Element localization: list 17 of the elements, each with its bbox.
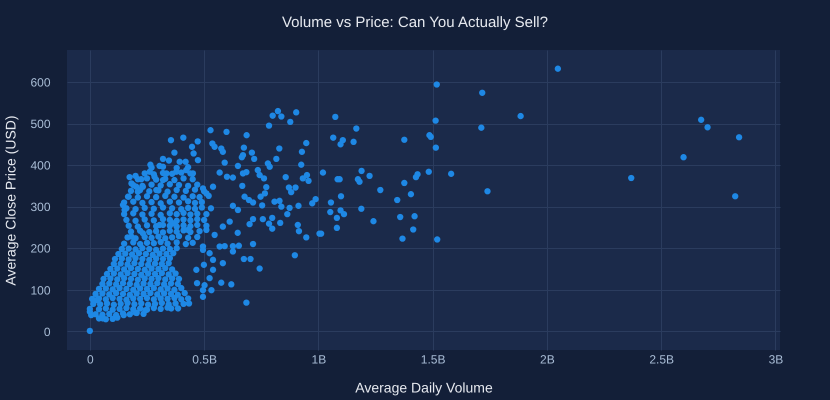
- y-tick-label: 0: [44, 324, 51, 339]
- y-tick-label: 100: [30, 283, 51, 298]
- chart-title: Volume vs Price: Can You Actually Sell?: [282, 14, 548, 31]
- y-tick-label: 300: [30, 200, 51, 214]
- x-tick-label: 0.5B: [192, 352, 217, 366]
- y-tick-label: 200: [30, 242, 51, 256]
- y-tick-label: 500: [30, 117, 51, 132]
- x-tick-label: 3B: [768, 352, 784, 366]
- x-tick-label: 1.5B: [420, 352, 446, 366]
- y-tick-label: 400: [30, 158, 51, 173]
- x-tick-label: 2B: [540, 352, 555, 366]
- y-axis-title: Average Close Price (USD): [2, 115, 18, 286]
- x-axis-title: Average Daily Volume: [355, 380, 493, 396]
- y-tick-label: 600: [30, 75, 51, 90]
- x-tick-label: 1B: [312, 352, 326, 366]
- x-tick-label: 0: [87, 352, 94, 366]
- x-tick-label: 2.5B: [649, 352, 674, 366]
